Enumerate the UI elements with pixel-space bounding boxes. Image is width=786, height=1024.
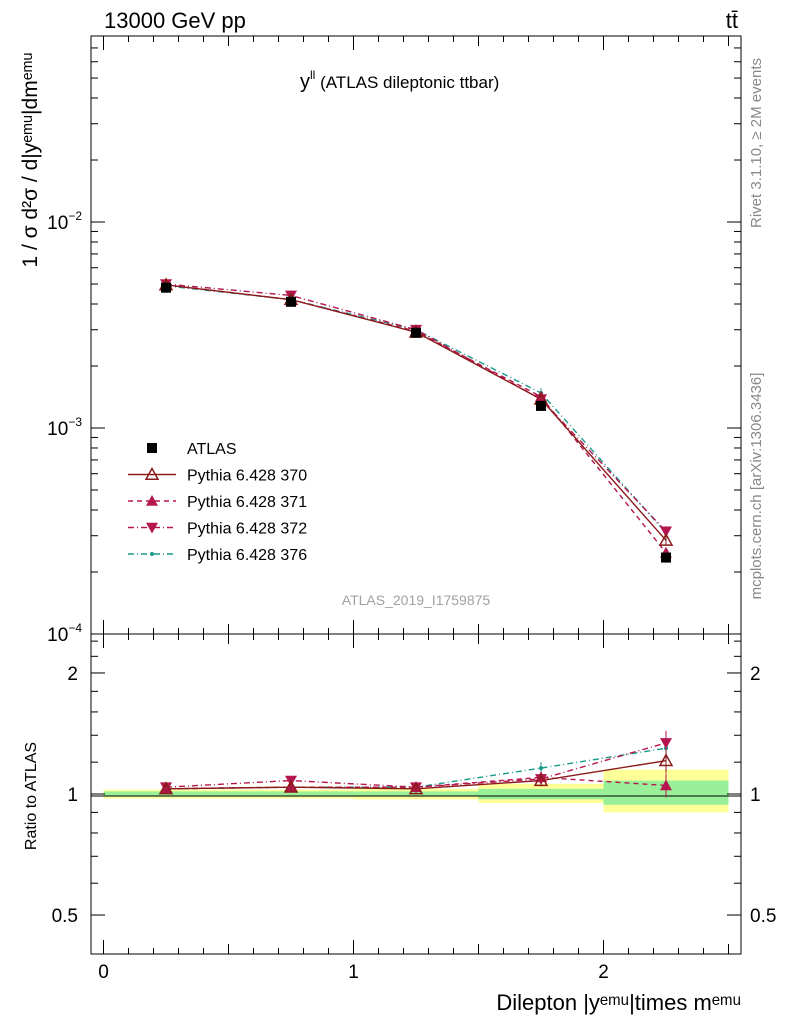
- main-series-lines: [165, 283, 667, 554]
- ratio-tick-labels: 0.5 0.5 1 1 2 2 0 1 2: [52, 664, 777, 983]
- main-y-tick-exponent: −3: [68, 415, 82, 429]
- main-series-markers: [158, 277, 674, 563]
- x-tick-label: 2: [598, 962, 609, 983]
- main-panel: yll (ATLAS dileptonic ttbar) ATLAS_2019_…: [19, 35, 742, 646]
- ratio-y-tick-label-left: 1: [67, 785, 78, 806]
- legend-marker: [150, 552, 154, 556]
- main-title-sup: ll: [310, 68, 315, 82]
- legend-marker: [146, 522, 158, 534]
- x-tick-label: 0: [98, 962, 109, 983]
- main-data-point: [660, 526, 672, 538]
- main-axis-ticks: [91, 35, 741, 635]
- main-y-tick-base: 10: [47, 213, 68, 234]
- x-tick-label: 1: [348, 962, 359, 983]
- legend: ATLAS Pythia 6.428 370 Pythia 6.428 371 Pyt…: [128, 441, 307, 564]
- process-label: tt̄: [726, 8, 738, 33]
- main-y-tick-base: 10: [47, 419, 68, 440]
- ratio-frame: [90, 633, 742, 955]
- ratio-y-tick-label-right: 1: [750, 785, 761, 806]
- energy-label: 13000 GeV pp: [104, 8, 246, 33]
- legend-label: Pythia 6.428 376: [187, 547, 307, 564]
- ratio-y-tick-label-right: 2: [750, 664, 761, 685]
- main-y-tick-labels: 10−410−310−2: [47, 209, 82, 646]
- main-title-text: (ATLAS dileptonic ttbar): [315, 73, 499, 92]
- main-y-tick-exponent: −4: [68, 621, 82, 635]
- legend-label: Pythia 6.428 370: [187, 468, 307, 485]
- main-data-point: [161, 282, 171, 293]
- ratio-data-point: [158, 781, 174, 795]
- legend-marker: [147, 443, 157, 453]
- main-y-tick-base: 10: [47, 625, 68, 646]
- ratio-data-point: [660, 738, 672, 749]
- main-y-tick-label: 10−2: [47, 209, 82, 234]
- ratio-band-green: [478, 788, 604, 800]
- main-y-axis-label: 1 / σ d²σ / d|yᵉᵐᵘ|dmᵉᵐᵘ: [19, 52, 42, 267]
- main-y-tick-label: 10−4: [47, 621, 82, 646]
- x-axis-label: Dilepton |yᵉᵐᵘ|times mᵉᵐᵘ: [496, 990, 741, 1015]
- ratio-data-point: [533, 773, 549, 787]
- main-series-line: [165, 283, 667, 532]
- ratio-panel: Ratio to ATLAS 0.5 0.5 1 1 2 2 0 1 2 Dilepton |y…: [23, 633, 777, 1015]
- main-data-point: [661, 552, 671, 563]
- main-data-point: [411, 327, 421, 338]
- legend-label: Pythia 6.428 372: [187, 521, 307, 538]
- main-y-tick-label: 10−3: [47, 415, 82, 440]
- ratio-data-point: [408, 781, 424, 795]
- ratio-y-tick-label-left: 2: [67, 664, 78, 685]
- ratio-band-green: [228, 791, 354, 797]
- ratio-series-markers: [158, 730, 674, 798]
- watermark-label: ATLAS_2019_I1759875: [342, 592, 491, 608]
- ratio-axis-ticks: [91, 634, 741, 955]
- main-title: yll (ATLAS dileptonic ttbar): [300, 68, 499, 93]
- main-data-point: [536, 400, 546, 411]
- legend-label: Pythia 6.428 371: [187, 494, 307, 511]
- main-title-var: y: [300, 71, 310, 93]
- ratio-y-axis-label: Ratio to ATLAS: [23, 742, 40, 850]
- legend-label: ATLAS: [187, 441, 237, 458]
- ratio-data-point: [539, 766, 543, 771]
- ratio-y-tick-label-left: 0.5: [52, 906, 78, 927]
- ratio-data-point: [658, 753, 674, 767]
- rivet-label: Rivet 3.1.10, ≥ 2M events: [748, 58, 765, 228]
- ratio-data-point: [283, 779, 299, 793]
- main-data-point: [286, 296, 296, 307]
- ratio-y-tick-label-right: 0.5: [750, 906, 776, 927]
- mcplots-label: mcplots.cern.ch [arXiv:1306.3436]: [748, 373, 765, 600]
- legend-marker: [146, 495, 158, 506]
- ratio-data-point: [660, 779, 672, 791]
- main-data-point: [658, 532, 674, 546]
- legend-marker: [144, 466, 160, 481]
- main-y-tick-exponent: −2: [68, 209, 82, 223]
